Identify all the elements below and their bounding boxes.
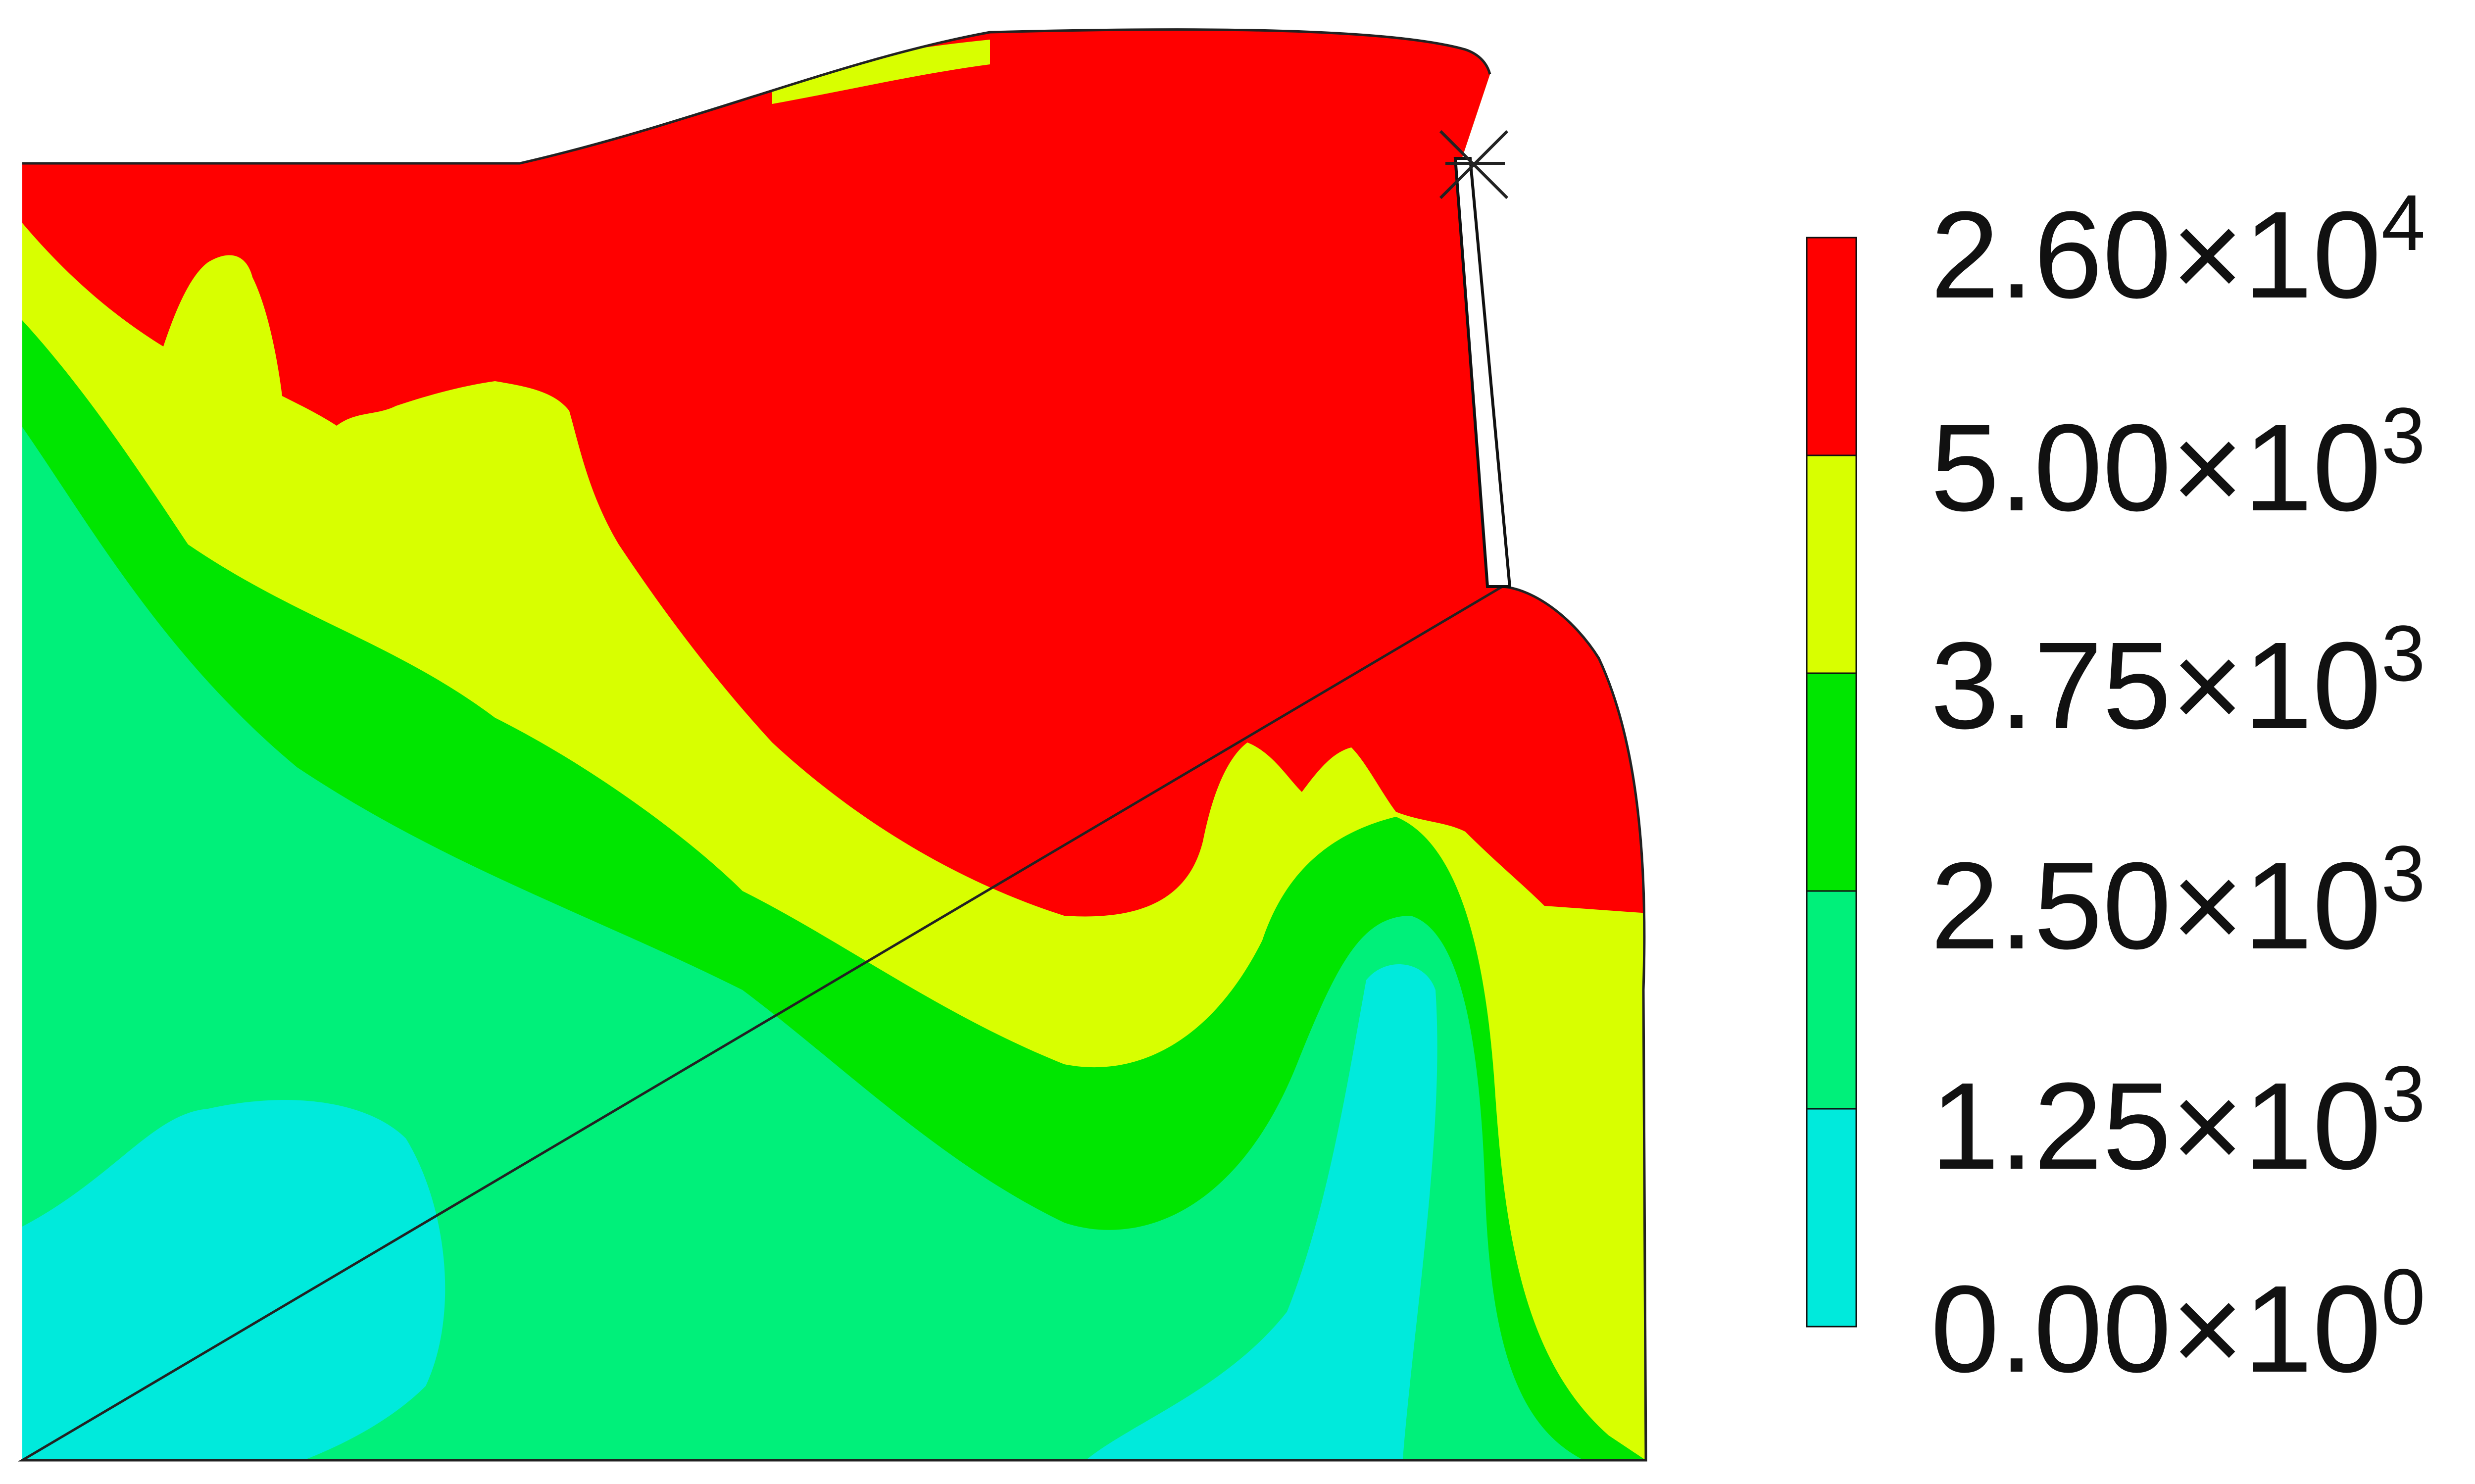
colorbar-band-1 — [1806, 454, 1857, 674]
legend-tick-label-2: 3.75×103 — [1930, 609, 2426, 754]
legend-tick-label-0: 2.60×104 — [1930, 178, 2426, 324]
field-band-level-4 — [22, 29, 1646, 917]
field-band-level-4-top-cut — [772, 40, 990, 104]
colorbar-band-0 — [1806, 237, 1857, 456]
crack-channel — [1453, 157, 1512, 588]
colorbar — [1806, 237, 1857, 1328]
body-outline — [17, 28, 1647, 1462]
legend-tick-label-5: 0.00×100 — [1930, 1252, 2426, 1398]
colorbar-band-4 — [1806, 1108, 1857, 1328]
colorbar-band-3 — [1806, 890, 1857, 1110]
geometry-edges — [17, 28, 1647, 1462]
crack-tip-marker — [1439, 130, 1509, 199]
legend-tick-label-1: 5.00×103 — [1930, 391, 2426, 537]
field-band-level-0-right — [1064, 964, 1437, 1460]
legend-tick-label-3: 2.50×103 — [1930, 829, 2426, 975]
field-band-level-0-left — [22, 1100, 446, 1460]
colorbar-band-2 — [1806, 672, 1857, 892]
contour-field — [22, 29, 1646, 1460]
legend-tick-label-4: 1.25×103 — [1930, 1049, 2426, 1195]
